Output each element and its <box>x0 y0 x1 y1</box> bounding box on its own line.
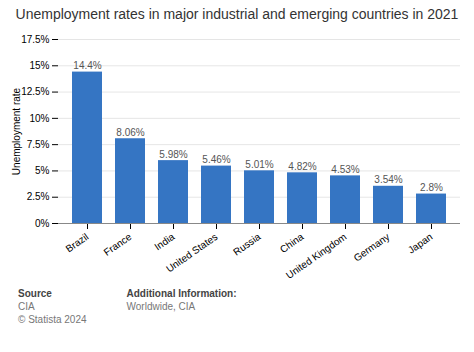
svg-text:10%: 10% <box>29 112 49 123</box>
svg-text:Russia: Russia <box>231 231 263 258</box>
svg-text:United States: United States <box>164 231 219 274</box>
html-text:CIA: CIA <box>18 300 35 312</box>
svg-text:3.54%: 3.54% <box>374 174 402 185</box>
html-text:Worldwide, CIA: Worldwide, CIA <box>126 300 196 312</box>
html-text:© Statista 2024: © Statista 2024 <box>18 313 87 325</box>
svg-text:8.06%: 8.06% <box>116 127 144 138</box>
svg-text:China: China <box>278 231 306 255</box>
svg-text:India: India <box>152 231 176 253</box>
svg-text:5.46%: 5.46% <box>202 154 230 165</box>
html-text:Source: Source <box>18 287 52 299</box>
html-text:Unemployment rates in major in: Unemployment rates in major industrial a… <box>15 6 459 22</box>
svg-text:15%: 15% <box>29 60 49 71</box>
svg-text:United Kingdom: United Kingdom <box>284 231 349 281</box>
svg-text:12.5%: 12.5% <box>21 86 49 97</box>
html-text:Additional Information:: Additional Information: <box>126 287 237 299</box>
svg-text:2.5%: 2.5% <box>27 191 50 202</box>
svg-text:5.98%: 5.98% <box>159 148 187 159</box>
svg-text:5.01%: 5.01% <box>245 159 273 170</box>
svg-text:14.4%: 14.4% <box>73 60 101 71</box>
svg-text:Germany: Germany <box>351 231 391 264</box>
svg-text:2.8%: 2.8% <box>420 182 443 193</box>
svg-text:Unemployment rate: Unemployment rate <box>11 87 22 175</box>
svg-text:5%: 5% <box>35 165 50 176</box>
svg-text:Brazil: Brazil <box>64 231 91 254</box>
svg-text:4.53%: 4.53% <box>331 164 359 175</box>
svg-text:0%: 0% <box>35 217 50 228</box>
svg-text:7.5%: 7.5% <box>27 139 50 150</box>
svg-text:17.5%: 17.5% <box>21 33 49 44</box>
svg-text:France: France <box>102 231 134 258</box>
svg-text:4.82%: 4.82% <box>288 161 316 172</box>
svg-text:Japan: Japan <box>406 231 435 256</box>
